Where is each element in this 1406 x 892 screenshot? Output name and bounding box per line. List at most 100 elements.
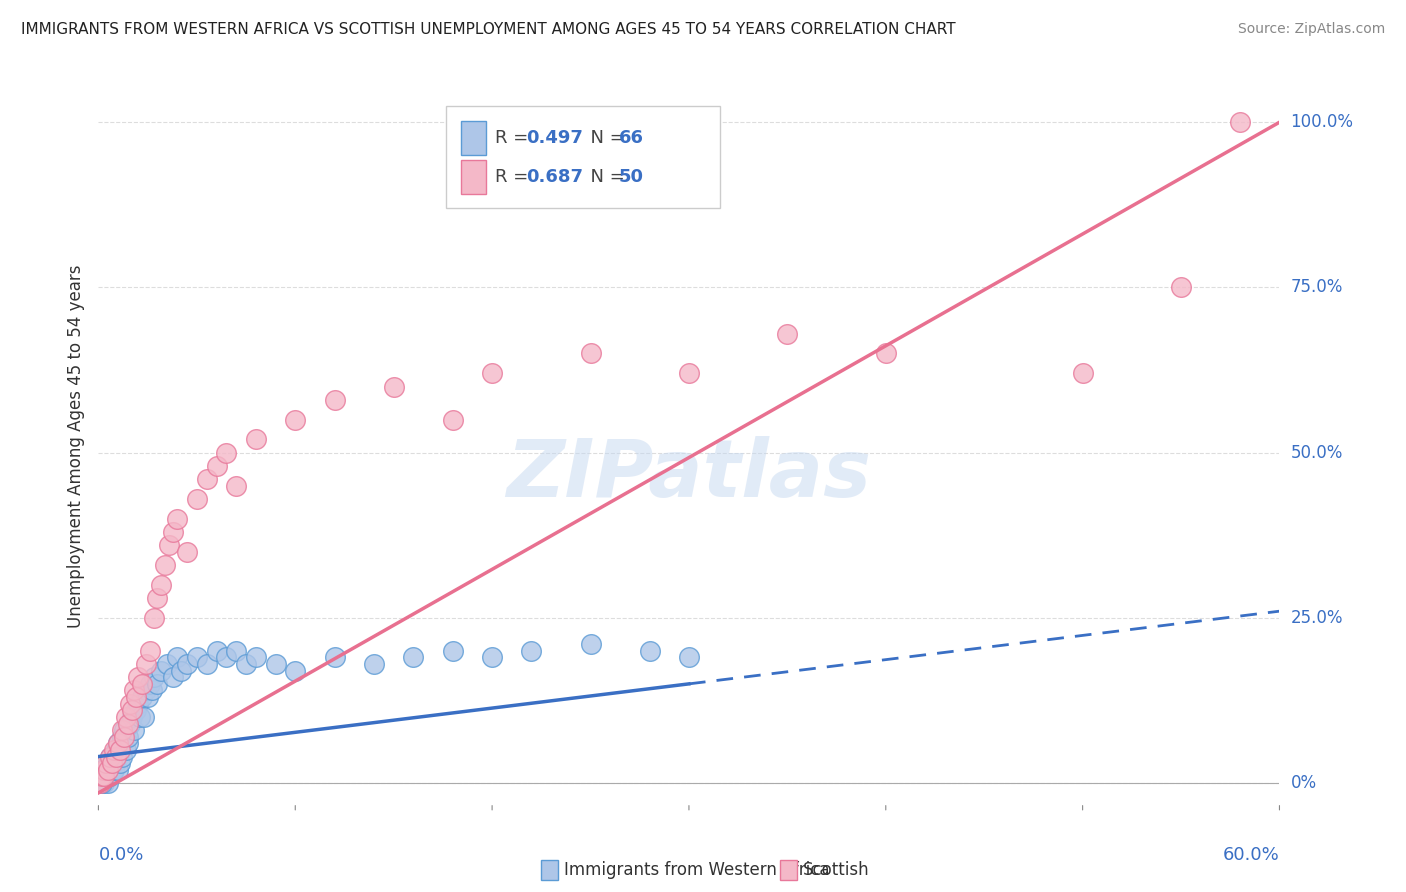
Point bbox=[481, 367, 503, 381]
Point bbox=[93, 769, 115, 783]
Point bbox=[127, 697, 149, 711]
Point bbox=[875, 346, 897, 360]
Point bbox=[132, 710, 155, 724]
Point bbox=[107, 763, 129, 777]
Point bbox=[245, 650, 267, 665]
Text: Immigrants from Western Africa: Immigrants from Western Africa bbox=[564, 861, 830, 879]
Text: Scottish: Scottish bbox=[803, 861, 869, 879]
Point bbox=[97, 776, 120, 790]
Point bbox=[91, 763, 114, 777]
Point bbox=[162, 670, 184, 684]
Point bbox=[166, 511, 188, 525]
Point bbox=[150, 664, 173, 678]
Point bbox=[91, 776, 114, 790]
Point bbox=[122, 723, 145, 738]
Text: Source: ZipAtlas.com: Source: ZipAtlas.com bbox=[1237, 22, 1385, 37]
Text: 75.0%: 75.0% bbox=[1291, 278, 1343, 296]
Point bbox=[1170, 280, 1192, 294]
Point bbox=[520, 644, 543, 658]
Point bbox=[98, 769, 121, 783]
Point bbox=[579, 346, 602, 360]
Point bbox=[776, 326, 799, 341]
Point bbox=[264, 657, 287, 671]
Point bbox=[225, 644, 247, 658]
Point bbox=[111, 723, 134, 738]
Point bbox=[135, 683, 157, 698]
Point bbox=[103, 756, 125, 771]
Point bbox=[142, 611, 165, 625]
Point bbox=[91, 769, 114, 783]
Point bbox=[150, 578, 173, 592]
Point bbox=[112, 730, 135, 744]
Point bbox=[91, 772, 114, 787]
Point bbox=[146, 677, 169, 691]
Text: 0%: 0% bbox=[1291, 774, 1316, 792]
Point bbox=[89, 776, 111, 790]
Point bbox=[117, 730, 139, 744]
Point bbox=[93, 763, 115, 777]
Text: 60.0%: 60.0% bbox=[1223, 846, 1279, 863]
Point bbox=[441, 644, 464, 658]
Point bbox=[678, 650, 700, 665]
Point bbox=[176, 545, 198, 559]
Y-axis label: Unemployment Among Ages 45 to 54 years: Unemployment Among Ages 45 to 54 years bbox=[66, 264, 84, 628]
Point bbox=[107, 736, 129, 750]
Point bbox=[117, 736, 139, 750]
Point bbox=[117, 716, 139, 731]
Point bbox=[93, 776, 115, 790]
Point bbox=[131, 677, 153, 691]
Text: R =: R = bbox=[495, 129, 534, 147]
Point bbox=[284, 664, 307, 678]
Point bbox=[323, 650, 346, 665]
Point bbox=[157, 538, 180, 552]
Point bbox=[101, 763, 124, 777]
Point bbox=[481, 650, 503, 665]
Point bbox=[101, 756, 124, 771]
Text: 0.497: 0.497 bbox=[526, 129, 582, 147]
Point bbox=[363, 657, 385, 671]
Point bbox=[135, 657, 157, 671]
Point bbox=[235, 657, 257, 671]
Point bbox=[131, 690, 153, 704]
Point bbox=[156, 657, 179, 671]
Point bbox=[115, 710, 138, 724]
Point bbox=[97, 763, 120, 777]
Point bbox=[96, 763, 118, 777]
Text: 25.0%: 25.0% bbox=[1291, 609, 1343, 627]
Point bbox=[284, 412, 307, 426]
Point bbox=[118, 697, 141, 711]
Point bbox=[205, 644, 228, 658]
Point bbox=[1229, 115, 1251, 129]
Point bbox=[105, 743, 128, 757]
Point bbox=[245, 433, 267, 447]
Text: IMMIGRANTS FROM WESTERN AFRICA VS SCOTTISH UNEMPLOYMENT AMONG AGES 45 TO 54 YEAR: IMMIGRANTS FROM WESTERN AFRICA VS SCOTTI… bbox=[21, 22, 956, 37]
Point bbox=[225, 478, 247, 492]
Point bbox=[111, 730, 134, 744]
Point bbox=[215, 650, 238, 665]
Point bbox=[162, 524, 184, 539]
Point bbox=[170, 664, 193, 678]
Point bbox=[121, 710, 143, 724]
Point bbox=[105, 749, 128, 764]
Point bbox=[97, 756, 120, 771]
Point bbox=[638, 644, 661, 658]
Point bbox=[108, 756, 131, 771]
Point bbox=[186, 650, 208, 665]
Text: 50: 50 bbox=[619, 169, 644, 186]
Point bbox=[96, 756, 118, 771]
Point bbox=[323, 392, 346, 407]
Text: 66: 66 bbox=[619, 129, 644, 147]
Point bbox=[118, 716, 141, 731]
Point bbox=[122, 683, 145, 698]
Text: R =: R = bbox=[495, 169, 534, 186]
Point bbox=[105, 749, 128, 764]
Point bbox=[138, 644, 160, 658]
Point bbox=[128, 710, 150, 724]
Point bbox=[186, 491, 208, 506]
Point bbox=[98, 749, 121, 764]
Point bbox=[93, 769, 115, 783]
Point bbox=[121, 703, 143, 717]
Point bbox=[103, 763, 125, 777]
Point bbox=[141, 683, 163, 698]
Text: N =: N = bbox=[579, 129, 631, 147]
